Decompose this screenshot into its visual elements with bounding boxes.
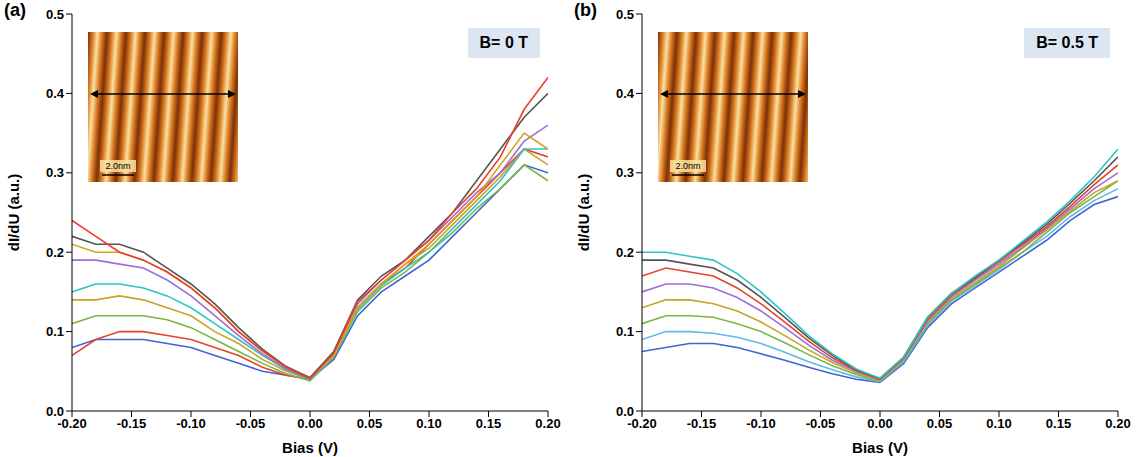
svg-text:-0.15: -0.15 <box>687 416 717 431</box>
svg-text:0.0: 0.0 <box>46 404 64 419</box>
svg-text:-0.10: -0.10 <box>746 416 776 431</box>
svg-text:0.2: 0.2 <box>46 245 64 260</box>
svg-text:-0.20: -0.20 <box>57 416 87 432</box>
svg-text:2.0nm: 2.0nm <box>105 161 130 171</box>
svg-text:0.4: 0.4 <box>46 86 65 101</box>
svg-text:0.5: 0.5 <box>616 7 634 22</box>
svg-text:0.05: 0.05 <box>927 416 952 431</box>
svg-text:-0.15: -0.15 <box>117 416 147 431</box>
svg-text:-0.20: -0.20 <box>627 416 657 432</box>
svg-text:0.00: 0.00 <box>297 416 322 431</box>
svg-text:-0.10: -0.10 <box>176 416 206 431</box>
svg-text:-0.05: -0.05 <box>806 416 836 431</box>
svg-text:Bias (V): Bias (V) <box>852 439 908 456</box>
svg-text:0.2: 0.2 <box>616 245 634 260</box>
svg-text:0.10: 0.10 <box>986 416 1011 431</box>
svg-text:dI/dU (a.u.): dI/dU (a.u.) <box>5 174 22 252</box>
svg-text:0.4: 0.4 <box>616 86 635 101</box>
svg-text:dI/dU (a.u.): dI/dU (a.u.) <box>575 174 592 252</box>
svg-text:0.5: 0.5 <box>46 7 64 22</box>
svg-text:0.1: 0.1 <box>46 324 64 339</box>
svg-text:0.15: 0.15 <box>476 416 501 431</box>
svg-text:-0.05: -0.05 <box>236 416 266 431</box>
svg-text:0.3: 0.3 <box>616 165 634 180</box>
html-text:(a): (a) <box>4 0 26 20</box>
svg-text:0.20: 0.20 <box>1105 416 1130 431</box>
svg-text:0.00: 0.00 <box>867 416 892 431</box>
svg-text:2.0nm: 2.0nm <box>675 161 700 171</box>
svg-text:0.05: 0.05 <box>357 416 382 431</box>
svg-text:0.20: 0.20 <box>535 416 560 431</box>
svg-text:0.0: 0.0 <box>616 404 634 419</box>
svg-text:0.1: 0.1 <box>616 324 634 339</box>
html-text:(b): (b) <box>574 0 597 20</box>
svg-text:Bias (V): Bias (V) <box>282 439 338 456</box>
html-text:B= 0 T: B= 0 T <box>479 34 528 51</box>
html-text:B= 0.5 T: B= 0.5 T <box>1036 34 1098 51</box>
svg-text:0.3: 0.3 <box>46 165 64 180</box>
svg-text:0.10: 0.10 <box>416 416 441 431</box>
svg-text:0.15: 0.15 <box>1046 416 1071 431</box>
